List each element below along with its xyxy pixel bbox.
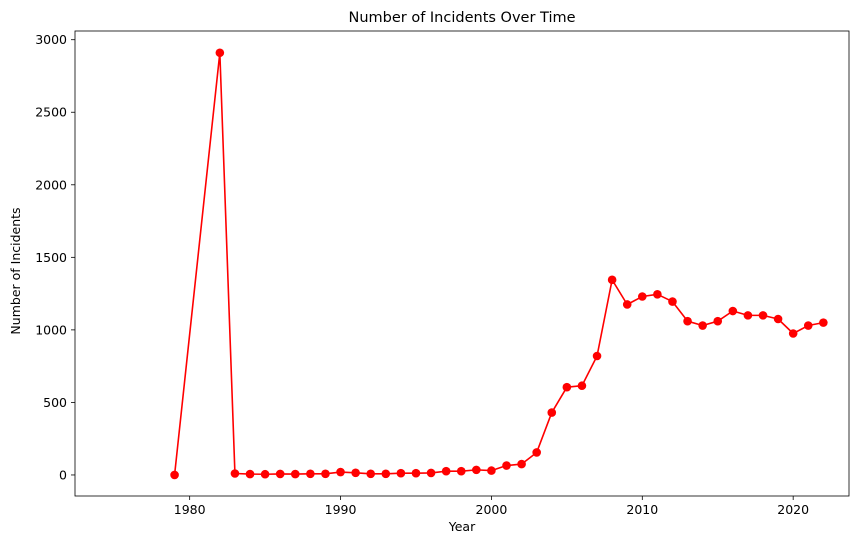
data-point: [819, 318, 828, 327]
y-tick-label: 3000: [35, 32, 67, 47]
data-point: [426, 468, 436, 478]
y-axis-label: Number of Incidents: [8, 207, 23, 334]
series-layer: [170, 48, 828, 480]
data-point: [803, 321, 813, 330]
chart-title: Number of Incidents Over Time: [348, 10, 575, 26]
data-point: [487, 466, 496, 475]
data-point: [788, 329, 798, 338]
data-point: [502, 461, 511, 470]
data-point: [547, 408, 557, 417]
y-tick-label: 2000: [35, 177, 67, 192]
x-axis-label: Year: [448, 519, 476, 534]
y-axis: 0 500 1000 1500 2000 2500 3000: [35, 32, 75, 482]
data-point: [577, 381, 587, 391]
data-point: [336, 467, 345, 477]
x-tick-label: 1990: [325, 502, 357, 517]
y-tick-label: 2500: [35, 105, 67, 120]
data-point: [306, 469, 315, 479]
plot-area: [74, 30, 850, 497]
plot-frame: [74, 30, 850, 497]
x-axis: 1980 1990 2000 2010 2020: [174, 496, 809, 517]
data-point: [260, 469, 270, 479]
data-point: [275, 469, 285, 479]
data-point: [622, 300, 632, 309]
data-point: [290, 469, 300, 479]
data-point: [758, 311, 768, 320]
data-point: [456, 466, 466, 476]
data-point: [773, 314, 783, 324]
data-point: [532, 448, 541, 457]
data-point: [381, 469, 391, 479]
data-point: [411, 468, 421, 478]
y-tick-label: 1000: [35, 322, 67, 337]
data-point: [321, 469, 330, 479]
data-point: [472, 465, 481, 475]
data-point: [351, 468, 360, 478]
x-tick-label: 2020: [777, 502, 809, 517]
data-point: [366, 469, 376, 479]
x-tick-label: 2000: [476, 502, 508, 517]
data-point: [713, 316, 723, 326]
data-point: [396, 468, 406, 478]
y-tick-label: 500: [43, 395, 67, 410]
x-tick-label: 2010: [626, 502, 658, 517]
data-point: [245, 469, 255, 479]
y-tick-label: 0: [59, 467, 67, 482]
x-tick-label: 1980: [174, 502, 206, 517]
data-point: [170, 470, 179, 480]
y-tick-label: 1500: [35, 250, 67, 265]
data-point: [592, 351, 602, 361]
data-point: [607, 275, 617, 285]
data-point: [517, 459, 526, 469]
data-point: [653, 290, 662, 299]
data-point: [230, 469, 240, 478]
data-point: [637, 292, 647, 301]
data-point: [683, 316, 692, 326]
data-point: [668, 297, 677, 306]
data-point: [562, 382, 572, 392]
data-point: [441, 466, 451, 476]
data-point: [698, 321, 707, 330]
data-point: [743, 311, 753, 320]
data-point: [215, 48, 225, 58]
data-point: [728, 306, 738, 316]
